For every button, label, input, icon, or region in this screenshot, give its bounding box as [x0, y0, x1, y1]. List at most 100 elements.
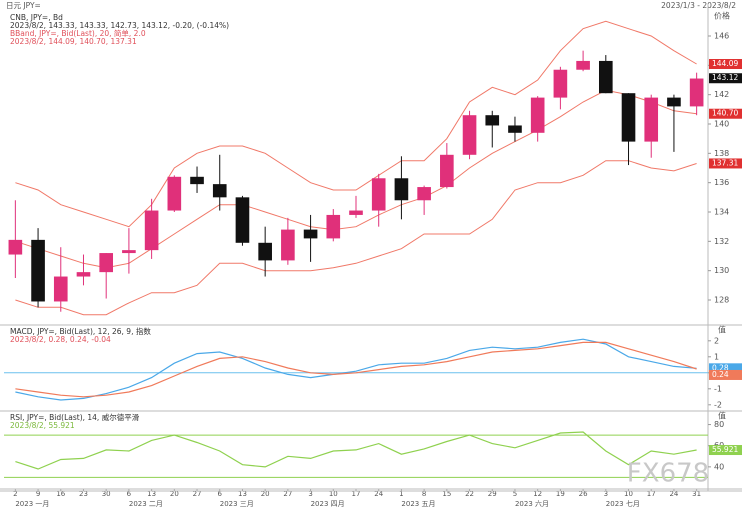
candle-body	[235, 197, 250, 243]
panel-header: CNB, JPY=, Bd	[10, 13, 63, 22]
candle-body	[8, 239, 23, 255]
month-label: 2023 六月	[515, 499, 549, 508]
candle-body	[440, 154, 454, 188]
axis-title: 价格	[714, 11, 730, 21]
x-tick-label: 24	[669, 490, 678, 498]
x-tick-label: 22	[465, 490, 474, 498]
y-tick-label: 136	[714, 178, 729, 187]
candle-body	[31, 239, 45, 302]
x-tick-label: 1	[399, 490, 403, 498]
bollinger-band	[15, 20, 697, 228]
y-tick-label: 80	[714, 420, 724, 429]
candle-body	[326, 214, 341, 239]
x-tick-label: 8	[422, 490, 426, 498]
x-tick-label: 29	[488, 490, 497, 498]
panel-header: 2023/8/2, 144.09, 140.70, 137.31	[10, 37, 137, 46]
indicator-line	[15, 431, 697, 470]
x-tick-label: 10	[329, 490, 338, 498]
candle-body	[621, 93, 636, 142]
candle-body	[508, 125, 522, 133]
date-range: 2023/1/3 - 2023/8/2	[661, 1, 736, 10]
x-tick-label: 6	[218, 490, 223, 498]
price-tag	[709, 73, 742, 84]
candle-body	[598, 60, 613, 94]
value-tag-label: 0.28	[712, 363, 729, 372]
candle-body	[576, 60, 590, 70]
value-tag-label: 0.24	[712, 370, 729, 379]
bollinger-band	[15, 160, 697, 316]
candle-body	[644, 97, 659, 142]
panel-header: 2023/8/2, 0.28, 0.24, -0.04	[10, 335, 111, 344]
candle-body	[417, 187, 431, 201]
y-tick-label: 134	[714, 208, 729, 217]
x-tick-label: 2	[13, 490, 17, 498]
month-label: 2023 四月	[311, 500, 345, 508]
candle-body	[99, 253, 114, 273]
y-tick-label: 132	[714, 237, 729, 246]
y-tick-label: 146	[714, 32, 729, 41]
x-tick-label: 30	[102, 490, 111, 498]
x-tick-label: 27	[193, 490, 202, 498]
candle-body	[167, 176, 182, 211]
candle-body	[394, 178, 409, 201]
x-tick-label: 17	[352, 490, 361, 498]
candle-body	[689, 78, 704, 107]
x-tick-label: 9	[36, 490, 40, 498]
x-tick-label: 26	[579, 490, 588, 498]
value-tag	[709, 363, 742, 374]
x-tick-label: 20	[261, 490, 270, 498]
candle-body	[371, 178, 386, 211]
candle-body	[212, 184, 227, 198]
panel-header: 2023/8/2, 55.921	[10, 421, 75, 430]
x-tick-label: 20	[170, 490, 179, 498]
panel-header: MACD, JPY=, Bid(Last), 12, 26, 9, 指数	[10, 326, 151, 336]
x-tick-label: 3	[604, 490, 608, 498]
x-tick-label: 31	[692, 490, 701, 498]
y-tick-label: 2	[714, 336, 719, 345]
y-tick-label: 138	[714, 149, 729, 158]
instrument-label: 日元 JPY=	[6, 1, 41, 10]
candle-body	[258, 242, 272, 261]
y-tick-label: 142	[714, 90, 729, 99]
month-label: 2023 三月	[220, 500, 254, 508]
x-tick-label: 24	[374, 490, 383, 498]
y-tick-label: 1	[714, 352, 719, 361]
y-tick-label: 140	[714, 120, 729, 129]
price-tag-label: 137.31	[712, 158, 738, 167]
x-tick-label: 3	[308, 490, 312, 498]
value-tag	[709, 369, 742, 380]
y-tick-label: -1	[714, 384, 722, 393]
price-tag-label: 143.12	[712, 73, 738, 82]
value-tag-label: 55.921	[712, 445, 738, 454]
indicator-line	[15, 341, 697, 398]
month-label: 2023 二月	[129, 500, 163, 508]
panel-header: 2023/8/2, 143.33, 143.33, 142.73, 143.12…	[10, 21, 229, 30]
indicator-line	[15, 338, 697, 401]
watermark: FX678	[627, 459, 709, 489]
x-tick-label: 19	[556, 490, 565, 498]
value-tag	[709, 445, 742, 456]
candle-body	[190, 176, 204, 185]
candle-body	[667, 97, 681, 107]
x-tick-label: 6	[127, 490, 132, 498]
x-tick-label: 13	[147, 490, 156, 498]
axis-title: 值	[718, 411, 726, 421]
x-tick-label: 15	[442, 490, 451, 498]
candle-body	[303, 229, 318, 239]
panel-header: RSI, JPY=, Bid(Last), 14, 威尔德平滑	[10, 412, 140, 422]
y-tick-label: 40	[714, 462, 724, 471]
price-tag-label: 144.09	[712, 59, 738, 68]
price-tag	[709, 158, 742, 169]
price-tag-label: 140.70	[712, 109, 738, 118]
candle-body	[76, 272, 91, 277]
x-tick-label: 12	[533, 490, 542, 498]
price-tag	[709, 108, 742, 119]
axis-title: 值	[718, 325, 726, 335]
candle-body	[349, 210, 363, 215]
candle-body	[462, 115, 477, 155]
month-label: 2023 五月	[401, 500, 435, 508]
y-tick-label: 130	[714, 266, 729, 275]
x-tick-label: 17	[647, 490, 656, 498]
price-tag	[709, 59, 742, 70]
